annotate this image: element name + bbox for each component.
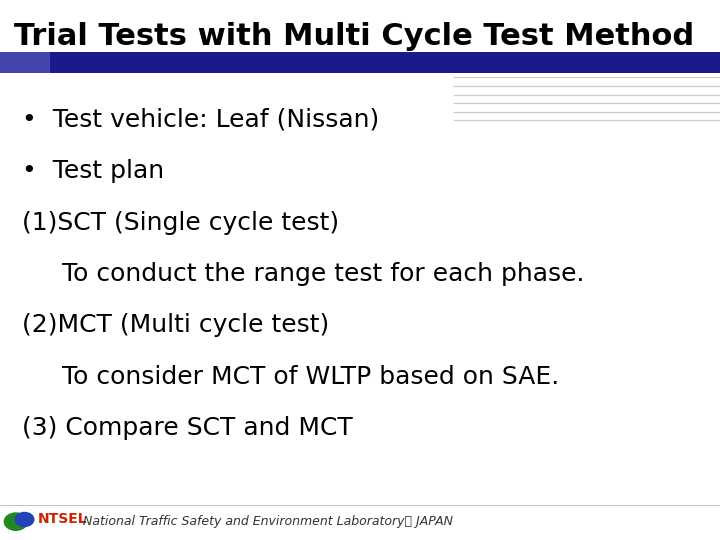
- Text: To consider MCT of WLTP based on SAE.: To consider MCT of WLTP based on SAE.: [22, 364, 559, 388]
- Circle shape: [15, 512, 34, 526]
- Bar: [50, 52, 720, 73]
- Text: •  Test vehicle: Leaf (Nissan): • Test vehicle: Leaf (Nissan): [22, 108, 379, 132]
- Text: (2)MCT (Multi cycle test): (2)MCT (Multi cycle test): [22, 313, 329, 337]
- Text: •  Test plan: • Test plan: [22, 159, 163, 183]
- Text: NTSEL: NTSEL: [38, 512, 88, 526]
- Circle shape: [4, 513, 27, 530]
- Bar: [0, 52, 50, 73]
- Text: (3) Compare SCT and MCT: (3) Compare SCT and MCT: [22, 416, 352, 440]
- Text: (1)SCT (Single cycle test): (1)SCT (Single cycle test): [22, 211, 338, 234]
- Text: National Traffic Safety and Environment Laboratory． JAPAN: National Traffic Safety and Environment …: [83, 515, 453, 528]
- Text: To conduct the range test for each phase.: To conduct the range test for each phase…: [22, 262, 584, 286]
- Text: Trial Tests with Multi Cycle Test Method: Trial Tests with Multi Cycle Test Method: [14, 22, 695, 51]
